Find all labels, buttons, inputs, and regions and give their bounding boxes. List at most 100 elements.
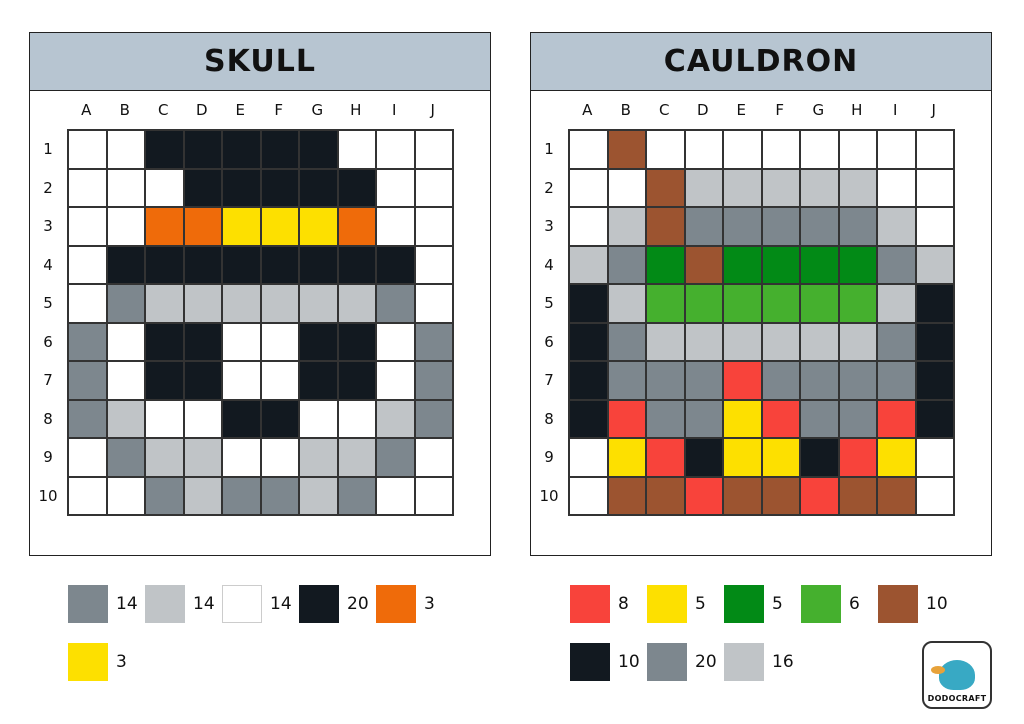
grid-cell — [222, 245, 261, 284]
grid-cell — [684, 245, 723, 284]
grid-cell — [761, 284, 800, 323]
grid-cell — [607, 284, 646, 323]
grid-cell — [761, 168, 800, 207]
row-label: 10 — [539, 486, 559, 505]
color-count: 20 — [347, 594, 369, 614]
grid-cell — [260, 284, 299, 323]
legend-item: 5 — [647, 585, 706, 623]
grid-cell — [106, 322, 145, 361]
grid-cell — [68, 322, 107, 361]
color-swatch — [724, 585, 764, 623]
grid-cell — [222, 168, 261, 207]
row-label: 4 — [43, 255, 53, 274]
color-count: 14 — [270, 594, 292, 614]
row-label: 5 — [43, 294, 53, 312]
color-count: 10 — [618, 652, 640, 672]
grid-cell — [569, 322, 608, 361]
puzzle-title: SKULL — [30, 33, 490, 91]
column-label: C — [158, 101, 169, 119]
legend-item: 3 — [68, 643, 127, 681]
grid-cell — [222, 476, 261, 515]
color-swatch — [647, 643, 687, 681]
grid-cell — [299, 207, 338, 246]
grid-cell — [414, 476, 453, 515]
grid-cell — [376, 399, 415, 438]
grid-cell — [569, 438, 608, 477]
column-label: F — [775, 101, 785, 119]
grid-cell — [222, 130, 261, 169]
grid-cell — [877, 322, 916, 361]
grid-cell — [376, 284, 415, 323]
column-label: D — [195, 101, 208, 119]
grid-cell — [915, 245, 954, 284]
grid-cell — [106, 361, 145, 400]
grid-cell — [607, 168, 646, 207]
grid-cell — [337, 245, 376, 284]
dodo-bird-icon — [931, 660, 975, 690]
grid-cell — [569, 284, 608, 323]
color-swatch — [68, 585, 108, 623]
grid-cell — [145, 476, 184, 515]
grid-cell — [337, 130, 376, 169]
cauldron-panel: CAULDRON A B C D E F G H I J 1 2 3 4 5 6 7 8 9 10 — [530, 32, 992, 556]
grid-cell — [761, 361, 800, 400]
color-swatch — [222, 585, 262, 623]
grid-cell — [106, 168, 145, 207]
grid-cell — [145, 322, 184, 361]
grid-cell — [414, 284, 453, 323]
column-labels: A B C D E F G H I J — [67, 101, 452, 119]
legend-item: 20 — [299, 585, 369, 623]
grid-cell — [761, 207, 800, 246]
grid-cell — [222, 207, 261, 246]
pixel-grid — [67, 129, 454, 516]
grid-cell — [299, 168, 338, 207]
grid-cell — [260, 399, 299, 438]
grid-cell — [915, 399, 954, 438]
grid-cell — [337, 284, 376, 323]
column-label: J — [430, 101, 435, 119]
legend-item: 10 — [878, 585, 948, 623]
grid-cell — [877, 399, 916, 438]
grid-cell — [68, 130, 107, 169]
grid-cell — [260, 438, 299, 477]
grid-cell — [915, 168, 954, 207]
legend-item: 20 — [647, 643, 717, 681]
column-label: E — [235, 101, 245, 119]
grid-cell — [877, 130, 916, 169]
grid-cell — [299, 438, 338, 477]
column-label: C — [659, 101, 670, 119]
row-label: 6 — [43, 332, 53, 351]
grid-cell — [376, 438, 415, 477]
column-label: D — [696, 101, 709, 119]
grid-cell — [761, 322, 800, 361]
row-label: 1 — [544, 140, 554, 158]
grid-cell — [145, 399, 184, 438]
grid-cell — [723, 130, 762, 169]
column-label: A — [81, 101, 92, 119]
grid-cell — [68, 438, 107, 477]
grid-cell — [299, 245, 338, 284]
grid-cell — [838, 207, 877, 246]
grid-cell — [414, 438, 453, 477]
grid-cell — [299, 399, 338, 438]
grid-cell — [145, 284, 184, 323]
grid-cell — [183, 168, 222, 207]
color-count: 20 — [695, 652, 717, 672]
grid-cell — [106, 284, 145, 323]
grid-cell — [106, 399, 145, 438]
row-label: 8 — [43, 409, 53, 428]
grid-cell — [800, 399, 839, 438]
grid-cell — [761, 399, 800, 438]
grid-cell — [646, 438, 685, 477]
grid-cell — [260, 168, 299, 207]
grid-cell — [607, 476, 646, 515]
grid-cell — [646, 284, 685, 323]
grid-cell — [838, 284, 877, 323]
grid-cell — [414, 245, 453, 284]
grid-cell — [299, 130, 338, 169]
grid-cell — [838, 399, 877, 438]
grid-cell — [68, 245, 107, 284]
column-label: B — [620, 101, 631, 119]
column-label: F — [274, 101, 284, 119]
grid-cell — [684, 361, 723, 400]
